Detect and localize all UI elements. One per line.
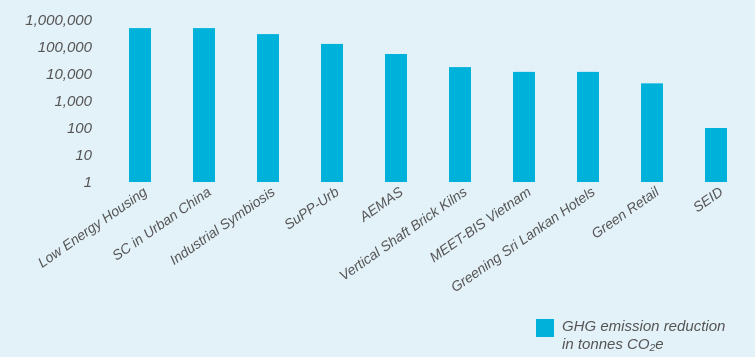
bar	[257, 34, 279, 183]
legend-label-line2: in tonnes CO₂e	[562, 336, 664, 353]
bar	[705, 128, 727, 182]
bar	[193, 28, 215, 183]
bars	[129, 28, 727, 183]
y-axis-ticks: 1 10 100 1,000 10,000 100,000 1,000,000	[25, 12, 92, 191]
y-tick-label: 1,000,000	[25, 12, 92, 29]
bar	[449, 67, 471, 182]
bar	[513, 71, 535, 182]
legend-label: GHG emission reduction in tonnes CO₂e	[562, 318, 725, 354]
bar	[385, 54, 407, 182]
bar	[641, 83, 663, 182]
y-tick-label: 1,000	[54, 93, 92, 110]
bar	[129, 28, 151, 183]
y-tick-label: 100,000	[38, 39, 93, 56]
y-tick-label: 10	[75, 147, 92, 164]
legend-label-line1: GHG emission reduction	[562, 318, 726, 335]
y-tick-label: 1	[84, 174, 92, 191]
legend: GHG emission reduction in tonnes CO₂e	[536, 318, 725, 354]
legend-swatch	[536, 319, 554, 337]
bar	[321, 43, 343, 183]
bar	[577, 71, 599, 182]
y-tick-label: 10,000	[46, 66, 93, 83]
y-tick-label: 100	[67, 120, 93, 137]
